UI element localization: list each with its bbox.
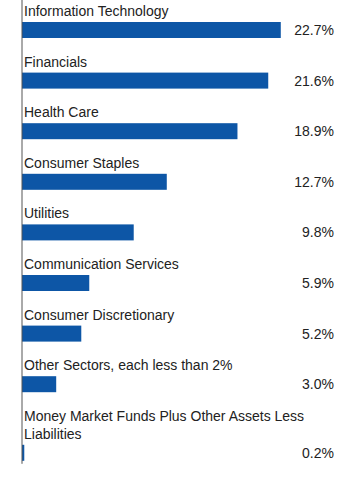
category-label: Health Care [24,104,99,120]
value-label: 3.0% [302,376,334,392]
bar [22,174,167,190]
category-label: Communication Services [24,256,179,272]
value-label: 0.2% [302,445,334,461]
value-label: 21.6% [294,73,334,89]
bar [22,73,268,89]
value-label: 12.7% [294,174,334,190]
category-label: Information Technology [24,3,169,19]
value-label: 5.2% [302,326,334,342]
bar [22,326,81,342]
chart: Information Technology 22.7% Financials 21.… [0,0,360,487]
category-label: Other Sectors, each less than 2% [24,357,233,373]
value-label: 22.7% [294,22,334,38]
category-label: Utilities [24,205,69,221]
bar [22,22,281,38]
value-label: 18.9% [294,123,334,139]
labels: Information Technology 22.7% Financials 21.… [24,3,334,461]
bars [22,22,281,461]
category-label: Consumer Staples [24,155,139,171]
category-axis [22,0,23,464]
bar [22,224,134,240]
category-label: Consumer Discretionary [24,307,174,323]
bar [22,275,89,291]
category-label: Money Market Funds Plus Other Assets Les… [24,408,304,442]
bar [22,376,56,392]
value-label: 9.8% [302,224,334,240]
value-label: 5.9% [302,275,334,291]
category-label: Financials [24,54,87,70]
bar [22,123,237,139]
